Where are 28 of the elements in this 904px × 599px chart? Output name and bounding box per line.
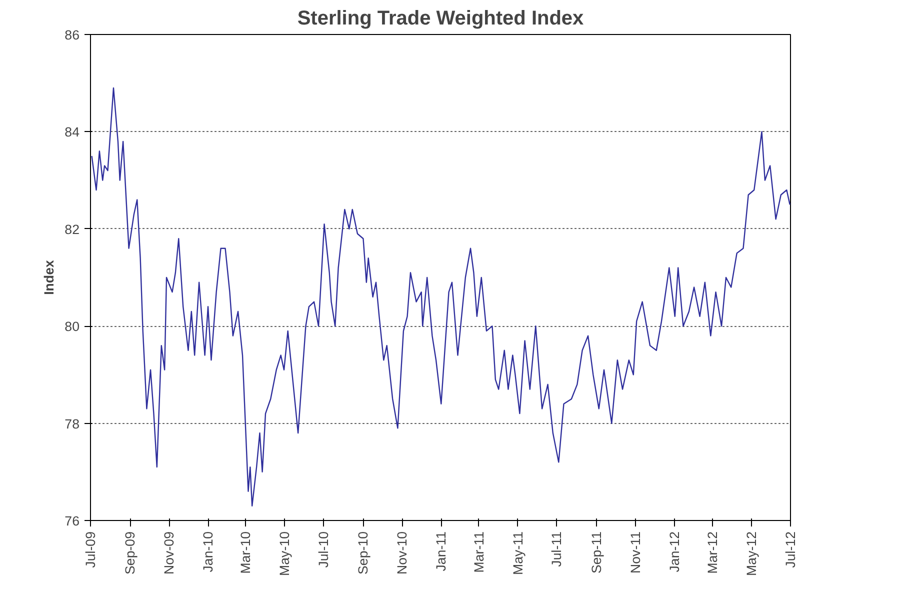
x-tick-label: Sep-10 <box>356 531 371 574</box>
x-tick-label: Mar-10 <box>238 532 254 574</box>
x-tick-label: May-11 <box>510 532 526 575</box>
chart-title: Sterling Trade Weighted Index <box>297 8 584 30</box>
x-tick-label: Mar-11 <box>471 531 486 573</box>
x-tick-label: May-10 <box>277 531 292 576</box>
x-tick-label: Nov-11 <box>628 531 643 574</box>
y-tick-label: 80 <box>64 319 80 334</box>
x-tick-label: May-12 <box>744 531 760 576</box>
y-tick-label: 86 <box>64 28 80 42</box>
x-tick-label: Jan-10 <box>200 531 216 572</box>
x-tick-label: Jul-09 <box>83 531 98 568</box>
line-series <box>91 87 790 507</box>
y-tick-label: 76 <box>64 514 80 528</box>
y-tick-label: 78 <box>64 416 80 432</box>
y-tick-label: 82 <box>64 222 80 237</box>
x-tick-label: Jul-11 <box>549 532 564 567</box>
x-tick-label: Nov-10 <box>394 531 410 574</box>
x-tick-label: Mar-12 <box>705 532 720 574</box>
x-tick-label: Nov-09 <box>162 531 177 574</box>
x-tick-label: Jul-10 <box>316 531 332 568</box>
x-tick-label: Sep-09 <box>122 531 138 574</box>
x-tick-label: Jul-12 <box>783 531 798 568</box>
y-axis-title: Index <box>42 260 57 295</box>
x-tick-label: Jan-11 <box>434 531 449 572</box>
y-tick-label: 84 <box>64 124 80 140</box>
x-tick-label: Jan-12 <box>666 531 682 572</box>
x-tick-label: Sep-11 <box>588 531 604 574</box>
